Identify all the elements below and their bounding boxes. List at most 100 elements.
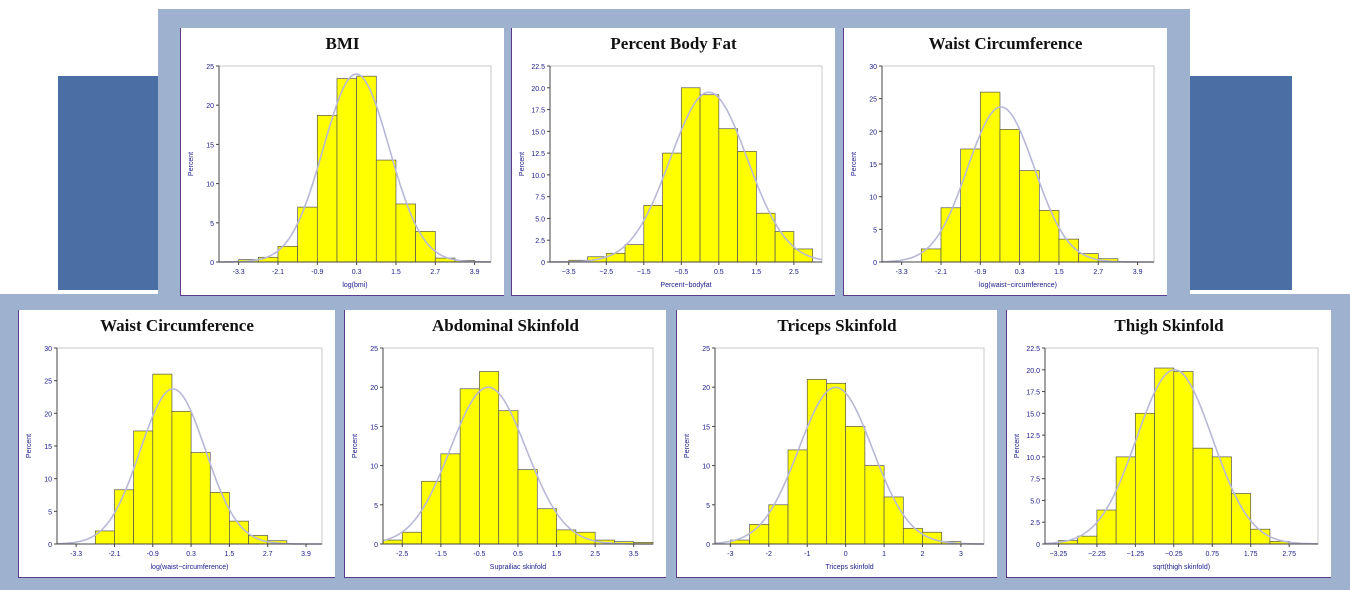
- histogram-bar: [793, 248, 813, 263]
- chart-panel-bmi: BMI 0 5 10 15 20 25 -3.3 -2.1 -0.9 0.3 1.5 2.7 3.9 lo…: [180, 28, 504, 296]
- x-tick-label: 3.5: [629, 551, 639, 558]
- x-tick-label: 3.9: [1133, 269, 1143, 276]
- x-tick-label: 0.3: [186, 551, 196, 558]
- y-tick-label: 30: [869, 64, 877, 71]
- histogram-bar: [171, 411, 192, 545]
- x-tick-label: -2.1: [272, 269, 284, 276]
- x-tick-label: −0.25: [1165, 551, 1183, 558]
- histogram-bar: [755, 212, 776, 263]
- y-tick-label: 15.0: [531, 129, 545, 136]
- y-tick-label: 20: [206, 103, 214, 110]
- histogram-bar: [1019, 170, 1040, 263]
- x-tick-label: -2.5: [396, 551, 408, 558]
- x-tick-label: −1.25: [1126, 551, 1144, 558]
- y-tick-label: 2.5: [535, 238, 545, 245]
- normal-curve: [219, 73, 492, 263]
- histogram-bar: [401, 531, 422, 545]
- histogram-bar: [356, 75, 377, 263]
- x-tick-label: 3.9: [301, 551, 311, 558]
- x-axis-label: Triceps skinfold: [825, 564, 873, 571]
- chart-panel-percent-body-fat: Percent Body Fat 0 2.5 5.0 7.5 10.0 12.5 15.0 1…: [511, 28, 835, 296]
- x-tick-label: -3: [727, 551, 733, 558]
- y-tick-label: 15.0: [1026, 411, 1040, 418]
- histogram-bar: [421, 480, 442, 545]
- histogram-bar: [1115, 456, 1136, 545]
- x-axis-label: log(waist−circumference): [151, 564, 229, 571]
- y-tick-label: 7.5: [535, 195, 545, 202]
- x-tick-label: -3.3: [70, 551, 82, 558]
- x-tick-label: 0.75: [1205, 551, 1219, 558]
- y-tick-label: 20: [702, 385, 710, 392]
- histogram-bar: [152, 373, 173, 545]
- chart-panel-abdominal-skinfold: Abdominal Skinfold 0 5 10 15 20 25 -2.5 -1.5 -0.…: [344, 310, 666, 578]
- y-tick-label: 22.5: [1026, 346, 1040, 353]
- x-tick-label: 1.5: [225, 551, 235, 558]
- histogram-bar: [1038, 210, 1060, 263]
- x-axis-label: sqrt(thigh skinfold): [1153, 564, 1210, 571]
- y-tick-label: 25: [869, 97, 877, 104]
- x-tick-label: -2: [766, 551, 772, 558]
- y-tick-label: 15: [869, 162, 877, 169]
- x-tick-label: 1.75: [1244, 551, 1258, 558]
- x-tick-label: 0.5: [513, 551, 523, 558]
- y-tick-label: 30: [44, 346, 52, 353]
- histogram-bar: [190, 452, 211, 545]
- x-axis-label: log(waist−circumference): [979, 282, 1057, 289]
- histogram-bar: [699, 94, 720, 263]
- histogram-chart: 0 5 10 15 20 25 -3 -2 -1 0 1 2 3 Triceps skinfold Perc…: [684, 346, 985, 571]
- y-tick-label: 5: [374, 503, 378, 510]
- y-tick-label: 10: [869, 195, 877, 202]
- histogram-bar: [1173, 371, 1194, 545]
- y-axis-label: Percent: [26, 434, 33, 458]
- y-tick-label: 15: [702, 424, 710, 431]
- x-tick-label: 1.5: [751, 269, 761, 276]
- y-tick-label: 7.5: [1030, 477, 1040, 484]
- x-tick-label: -1: [804, 551, 810, 558]
- y-axis-label: Percent: [352, 434, 359, 458]
- normal-curve: [714, 386, 985, 545]
- x-tick-label: 0.3: [352, 269, 362, 276]
- x-tick-label: 2.5: [590, 551, 600, 558]
- x-tick-label: 3.9: [470, 269, 480, 276]
- y-tick-label: 0: [706, 542, 710, 549]
- y-tick-label: 5: [210, 221, 214, 228]
- y-tick-label: 0: [374, 542, 378, 549]
- x-tick-label: -3.3: [233, 269, 245, 276]
- x-tick-label: -3.3: [896, 269, 908, 276]
- chart-title: BMI: [325, 34, 360, 53]
- x-axis-label: Suprailiac skinfold: [490, 564, 547, 571]
- x-tick-label: −1.5: [637, 269, 651, 276]
- y-tick-label: 10: [702, 464, 710, 471]
- histogram-bar: [806, 379, 827, 545]
- histogram-chart: 0 2.5 5.0 7.5 10.0 12.5 15.0 17.5 20.0 22.5 −3.25 −…: [1014, 346, 1319, 571]
- x-tick-label: -0.9: [147, 551, 159, 558]
- histogram-bar: [114, 489, 134, 545]
- y-axis-label: Percent: [1014, 434, 1021, 458]
- histogram-bar: [440, 453, 461, 545]
- histogram-bar: [737, 151, 757, 263]
- y-axis-label: Percent: [519, 152, 526, 176]
- x-tick-label: −2.5: [599, 269, 613, 276]
- histogram-bar: [662, 152, 682, 263]
- y-tick-label: 5: [706, 503, 710, 510]
- normal-curve: [1044, 368, 1319, 545]
- histogram-bar: [1077, 535, 1098, 545]
- histogram-bar: [718, 128, 738, 263]
- histogram-chart: 0 2.5 5.0 7.5 10.0 12.5 15.0 17.5 20.0 22.5 −3.5 −2…: [519, 64, 823, 289]
- right-background-block: [1190, 76, 1292, 290]
- x-tick-label: 3: [959, 551, 963, 558]
- x-tick-label: 1.5: [391, 269, 401, 276]
- normal-curve: [550, 91, 823, 263]
- x-tick-label: −0.5: [674, 269, 688, 276]
- x-axis-label: log(bmi): [342, 282, 367, 289]
- histogram-bar: [395, 203, 416, 263]
- y-tick-label: 20: [869, 129, 877, 136]
- x-tick-label: 2.7: [263, 551, 273, 558]
- histogram-bar: [680, 87, 701, 263]
- y-axis-label: Percent: [684, 434, 691, 458]
- chart-panel-waist-circumference-top: Waist Circumference 0 5 10 15 20 25 30 -3.3 -2.1…: [843, 28, 1167, 296]
- y-tick-label: 2.5: [1030, 520, 1040, 527]
- histogram-bar: [1192, 447, 1213, 545]
- histogram-bar: [1231, 493, 1252, 545]
- y-tick-label: 10: [206, 182, 214, 189]
